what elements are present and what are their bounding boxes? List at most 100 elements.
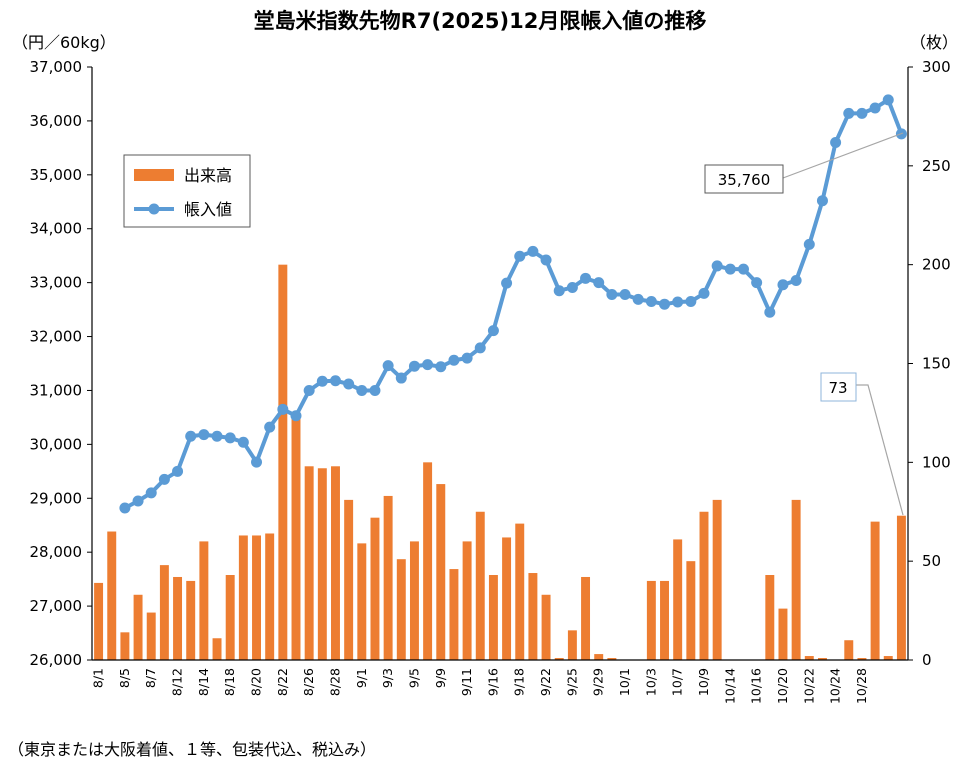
volume-bar [686, 561, 696, 660]
left-tick-label: 35,000 [30, 166, 83, 184]
price-point [672, 296, 684, 308]
volume-bar [278, 264, 288, 660]
left-tick-label: 28,000 [30, 543, 83, 561]
volume-bar [528, 573, 538, 660]
right-tick-label: 100 [922, 453, 951, 471]
left-tick-label: 30,000 [30, 435, 83, 453]
price-point [843, 107, 855, 119]
price-point [448, 354, 460, 366]
x-tick-label: 8/28 [327, 668, 342, 696]
x-tick-label: 10/9 [696, 668, 711, 696]
x-tick-label: 10/16 [749, 668, 764, 704]
volume-bar [173, 576, 183, 660]
volume-bar [370, 517, 380, 660]
right-axis-unit: （枚） [910, 33, 958, 52]
x-tick-label: 8/14 [196, 668, 211, 696]
price-point [329, 375, 341, 387]
left-tick-label: 36,000 [30, 112, 83, 130]
volume-bar [844, 640, 854, 660]
x-tick-label: 8/7 [143, 668, 158, 688]
price-point [382, 360, 394, 372]
price-point [237, 436, 249, 448]
price-point [803, 238, 815, 250]
legend: 出来高 帳入値 [123, 154, 251, 228]
price-point [737, 263, 749, 275]
x-axis-ticks: 8/1 8/5 8/7 8/12 8/14 8/18 8/20 8/22 8/26 8/28 9/1… [91, 668, 869, 704]
price-point [566, 281, 578, 293]
price-point [580, 272, 592, 284]
left-axis-unit: （円／60kg） [12, 33, 116, 52]
right-axis-ticks: 0 50 100 150 200 250 300 [908, 58, 951, 669]
volume-bar [212, 638, 222, 660]
x-tick-label: 9/25 [564, 668, 579, 696]
price-point [474, 342, 486, 354]
volume-bar [94, 582, 104, 660]
volume-bar [712, 499, 722, 660]
price-point [777, 279, 789, 291]
price-point [185, 430, 197, 442]
volume-bar [660, 580, 669, 660]
price-point [606, 288, 618, 300]
price-point [882, 94, 894, 106]
left-tick-label: 27,000 [30, 597, 83, 615]
price-callout-box [704, 164, 784, 194]
x-tick-label: 8/22 [275, 668, 290, 696]
price-point [619, 288, 631, 300]
right-tick-label: 200 [922, 256, 951, 274]
price-point [395, 372, 407, 384]
volume-bar [423, 462, 433, 660]
x-tick-label: 10/1 [617, 668, 632, 696]
price-point [369, 384, 381, 396]
price-point [751, 277, 763, 289]
volume-bar [409, 541, 419, 660]
left-tick-label: 31,000 [30, 381, 83, 399]
volume-bar [673, 539, 683, 660]
price-point [461, 352, 473, 364]
price-point [303, 384, 315, 396]
price-point [277, 403, 289, 415]
price-point [659, 298, 671, 310]
price-point [711, 260, 723, 272]
volume-bar [225, 575, 235, 660]
price-point [172, 465, 184, 477]
x-tick-label: 9/29 [591, 668, 606, 696]
x-tick-label: 9/5 [406, 668, 421, 688]
volume-bar [594, 654, 604, 660]
price-point [698, 287, 710, 299]
price-point [487, 325, 499, 337]
volume-bar [133, 594, 143, 660]
volume-bar [357, 543, 367, 660]
x-tick-label: 9/9 [433, 668, 448, 688]
volume-bar [699, 511, 709, 660]
volume-bar [765, 575, 775, 660]
left-tick-label: 37,000 [30, 58, 83, 76]
price-callout-leader [782, 132, 904, 179]
volume-bar [107, 531, 117, 660]
price-point [816, 195, 828, 207]
volume-bar [541, 594, 551, 660]
volume-bar [817, 658, 827, 660]
chart-title: 堂島米指数先物R7(2025)12月限帳入値の推移 [254, 9, 707, 33]
volume-bar [488, 575, 498, 660]
right-tick-label: 150 [922, 355, 951, 373]
volume-bar [581, 576, 591, 660]
price-point [685, 296, 697, 308]
price-point [408, 360, 420, 372]
x-tick-label: 8/18 [222, 668, 237, 696]
x-tick-label: 8/12 [170, 668, 185, 696]
price-point [724, 263, 736, 275]
legend-bar-label: 出来高 [184, 166, 232, 185]
volume-bar [449, 569, 459, 660]
volume-bar [291, 412, 301, 660]
volume-bar [317, 468, 327, 660]
left-tick-label: 29,000 [30, 489, 83, 507]
price-point [632, 293, 644, 305]
price-callout: 35,760 [704, 132, 904, 194]
volume-bar [199, 541, 209, 660]
price-point [356, 384, 368, 396]
volume-bar [238, 535, 248, 660]
volume-bars [94, 264, 906, 660]
volume-bar [265, 533, 275, 660]
x-tick-label: 8/5 [117, 668, 132, 688]
footnote: （東京または大阪着値、１等、包装代込、税込み） [8, 740, 377, 759]
